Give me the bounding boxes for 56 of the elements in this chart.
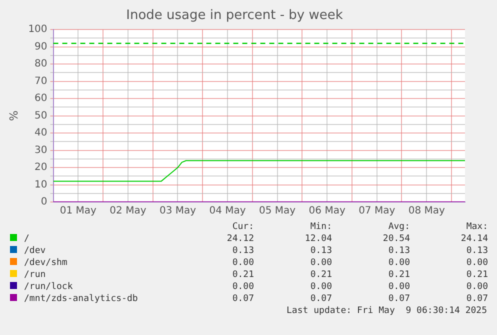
text: 0.21	[465, 269, 488, 281]
y-tick-label: 10	[34, 179, 48, 190]
text: 0.00	[309, 281, 332, 293]
text: 0.21	[309, 269, 332, 281]
x-tick-label: 02 May	[110, 206, 146, 217]
text: 0.00	[387, 257, 410, 269]
y-tick-label: 100	[28, 24, 48, 36]
chart-title: Inode usage in percent - by week	[126, 8, 344, 24]
y-tick-label: 30	[34, 144, 48, 156]
text: 0.00	[231, 257, 254, 269]
y-tick-label: 70	[34, 76, 48, 87]
legend-label: /run	[23, 269, 47, 281]
text: 0.13	[465, 245, 488, 257]
text: 0.00	[465, 281, 488, 293]
y-tick-label: 80	[34, 58, 48, 70]
x-tick-label: 08 May	[408, 206, 445, 217]
text: 0.07	[231, 293, 254, 305]
text: 24.14	[460, 233, 488, 245]
text: 0.13	[231, 245, 254, 257]
x-tick-label: 06 May	[308, 206, 346, 217]
text: 0.00	[231, 281, 254, 293]
x-tick-label: 07 May	[358, 206, 396, 217]
text: Min:	[309, 221, 332, 233]
y-tick-label: 20	[34, 162, 48, 174]
x-tick-label: 01 May	[60, 206, 97, 217]
text: 0.13	[387, 245, 410, 257]
y-axis-title: %	[7, 110, 20, 122]
text: 12.04	[304, 233, 332, 245]
legend-label: /mnt/zds-analytics-db	[23, 293, 139, 305]
text: 24.12	[226, 233, 254, 245]
text: 0.07	[309, 293, 332, 305]
text: 0.21	[231, 269, 254, 281]
text: 0.00	[465, 257, 488, 269]
text: Last update: Fri May 9 06:30:14 2025	[286, 306, 487, 316]
text: Cur:	[231, 221, 254, 233]
x-tick-label: 05 May	[259, 206, 296, 217]
x-tick-label: 03 May	[159, 206, 196, 217]
y-tick-label: 60	[34, 93, 48, 104]
y-tick-label: 0	[40, 196, 48, 208]
y-tick-label: 40	[34, 128, 48, 139]
legend-label: /	[23, 233, 30, 245]
x-tick-label: 04 May	[209, 206, 246, 217]
text: Avg:	[387, 221, 410, 233]
legend-label: /run/lock	[23, 281, 74, 293]
legend-label: /dev	[23, 245, 47, 257]
text: Max:	[465, 221, 488, 233]
text: 0.13	[309, 245, 332, 257]
text: 0.21	[387, 269, 410, 281]
text: 0.00	[309, 257, 332, 269]
text: 0.07	[387, 293, 410, 305]
text: 0.00	[387, 281, 410, 293]
text: 20.54	[382, 233, 410, 245]
y-tick-label: 90	[34, 41, 48, 52]
y-tick-label: 50	[34, 110, 48, 122]
legend-label: /dev/shm	[23, 257, 68, 269]
text: 0.07	[465, 293, 488, 305]
